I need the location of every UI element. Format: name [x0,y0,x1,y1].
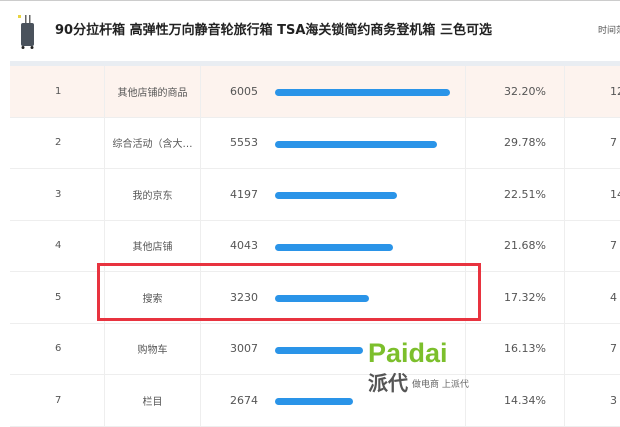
traffic-source-table: 1 其他店铺的商品 6005 32.20% 122 综合活动（含大… 5553 … [10,66,620,427]
product-header: 90分拉杆箱 高弹性万向静音轮旅行箱 TSA海关锁简约商务登机箱 三色可选 时间… [0,1,620,61]
source-cell[interactable]: 栏目 [105,375,201,426]
share-bar [275,295,370,302]
table-row[interactable]: 1 其他店铺的商品 6005 32.20% 12 [10,66,620,118]
last-cell: 4 [610,290,617,304]
share-bar [275,398,353,405]
share-bar [275,140,437,148]
table-row[interactable]: 6 购物车 3007 16.13% 7 [10,323,620,375]
source-cell[interactable]: 综合活动（含大… [105,117,201,168]
share-cell: 22.51% [465,169,565,220]
share-bar [275,346,363,354]
table-row[interactable]: 7 栏目 2674 14.34% 3 [10,375,620,427]
last-cell: 12 [610,84,620,98]
watermark-logo: Paidai [368,338,448,368]
value-cell: 6005 [230,84,258,98]
value-cell: 4043 [230,239,258,253]
share-bar [275,89,450,96]
value-cell: 2674 [230,393,258,407]
source-cell[interactable]: 我的京东 [105,169,201,220]
value-cell: 4197 [230,187,258,201]
rank-cell: 4 [10,220,105,271]
share-cell: 29.78% [465,117,565,168]
rank-cell: 7 [10,375,105,426]
share-bar [275,192,398,199]
rank-cell: 5 [10,272,105,323]
rank-cell: 6 [10,323,105,374]
last-cell: 7 [610,136,617,150]
rank-cell: 1 [10,66,105,117]
suitcase-thumbnail [18,15,34,49]
table-header-band [10,61,620,66]
source-cell[interactable]: 其他店铺的商品 [105,66,201,117]
time-range-label[interactable]: 时间范 [598,26,620,36]
watermark-slogan: 做电商 上派代 [412,380,469,390]
share-cell: 14.34% [465,375,565,426]
rank-cell: 3 [10,169,105,220]
last-cell: 3 [610,393,617,407]
product-title: 90分拉杆箱 高弹性万向静音轮旅行箱 TSA海关锁简约商务登机箱 三色可选 [55,23,492,38]
watermark-logo-cn: 派代 [368,371,408,395]
value-cell: 3007 [230,342,258,356]
share-cell: 21.68% [465,220,565,271]
value-cell: 5553 [230,136,258,150]
table-row[interactable]: 3 我的京东 4197 22.51% 14 [10,169,620,221]
source-cell[interactable]: 购物车 [105,323,201,374]
source-cell[interactable]: 搜索 [105,272,201,323]
table-row[interactable]: 4 其他店铺 4043 21.68% 7 [10,220,620,272]
source-cell[interactable]: 其他店铺 [105,220,201,271]
share-bar [275,243,393,251]
table-row[interactable]: 5 搜索 3230 17.32% 4 [10,272,620,324]
highlight-box [97,263,481,321]
share-cell: 17.32% [465,272,565,323]
share-cell: 32.20% [465,66,565,117]
last-cell: 14 [610,187,620,201]
share-cell: 16.13% [465,323,565,374]
rank-cell: 2 [10,117,105,168]
table-row[interactable]: 2 综合活动（含大… 5553 29.78% 7 [10,117,620,169]
top-border [0,0,620,1]
last-cell: 7 [610,239,617,253]
last-cell: 7 [610,342,617,356]
value-cell: 3230 [230,290,258,304]
